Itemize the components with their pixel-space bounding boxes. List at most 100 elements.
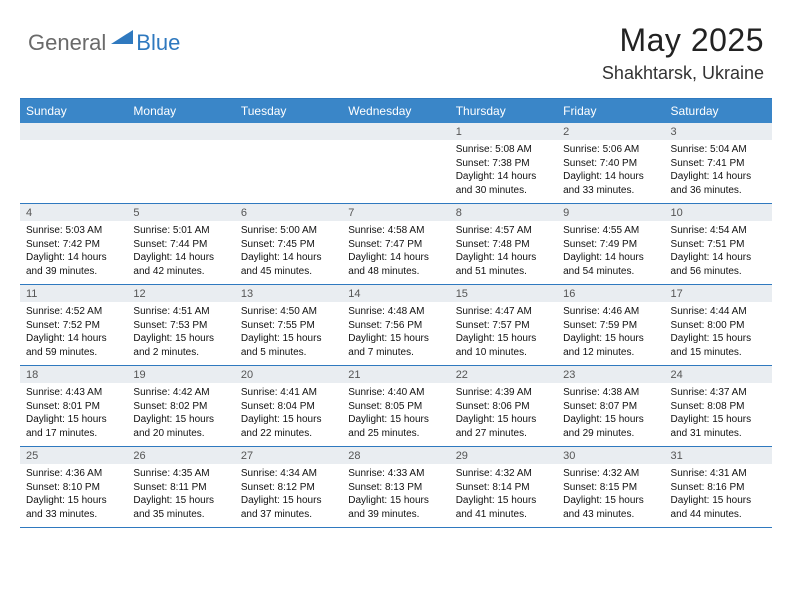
calendar-cell: 9Sunrise: 4:55 AMSunset: 7:49 PMDaylight… [557, 204, 664, 284]
calendar-week: 1Sunrise: 5:08 AMSunset: 7:38 PMDaylight… [20, 123, 772, 204]
calendar-cell: 14Sunrise: 4:48 AMSunset: 7:56 PMDayligh… [342, 285, 449, 365]
day-number: 31 [665, 447, 772, 464]
day-number: 9 [557, 204, 664, 221]
sunrise-text: Sunrise: 4:32 AM [563, 467, 658, 481]
sunset-text: Sunset: 8:00 PM [671, 319, 766, 333]
day-number: 18 [20, 366, 127, 383]
daylight-text: Daylight: 14 hours and 51 minutes. [456, 251, 551, 278]
sunrise-text: Sunrise: 4:47 AM [456, 305, 551, 319]
sunset-text: Sunset: 8:01 PM [26, 400, 121, 414]
sunset-text: Sunset: 8:08 PM [671, 400, 766, 414]
day-number: 24 [665, 366, 772, 383]
day-body: Sunrise: 4:43 AMSunset: 8:01 PMDaylight:… [20, 383, 127, 446]
day-header: Tuesday [235, 99, 342, 123]
calendar-cell: 24Sunrise: 4:37 AMSunset: 8:08 PMDayligh… [665, 366, 772, 446]
sunset-text: Sunset: 7:52 PM [26, 319, 121, 333]
sunset-text: Sunset: 7:41 PM [671, 157, 766, 171]
calendar-cell: 26Sunrise: 4:35 AMSunset: 8:11 PMDayligh… [127, 447, 234, 527]
calendar-cell: 21Sunrise: 4:40 AMSunset: 8:05 PMDayligh… [342, 366, 449, 446]
day-number: 23 [557, 366, 664, 383]
day-header: Friday [557, 99, 664, 123]
daylight-text: Daylight: 15 hours and 5 minutes. [241, 332, 336, 359]
day-body: Sunrise: 4:44 AMSunset: 8:00 PMDaylight:… [665, 302, 772, 365]
logo: General Blue [28, 22, 180, 57]
daylight-text: Daylight: 14 hours and 54 minutes. [563, 251, 658, 278]
day-number: 11 [20, 285, 127, 302]
sunset-text: Sunset: 7:49 PM [563, 238, 658, 252]
daylight-text: Daylight: 14 hours and 48 minutes. [348, 251, 443, 278]
day-header: Saturday [665, 99, 772, 123]
sunset-text: Sunset: 7:45 PM [241, 238, 336, 252]
calendar-cell: 19Sunrise: 4:42 AMSunset: 8:02 PMDayligh… [127, 366, 234, 446]
day-body [127, 140, 234, 198]
sunrise-text: Sunrise: 4:46 AM [563, 305, 658, 319]
day-number: 30 [557, 447, 664, 464]
day-header: Thursday [450, 99, 557, 123]
daylight-text: Daylight: 15 hours and 22 minutes. [241, 413, 336, 440]
page-title: May 2025 [602, 22, 764, 59]
calendar-cell [127, 123, 234, 203]
day-body: Sunrise: 4:35 AMSunset: 8:11 PMDaylight:… [127, 464, 234, 527]
daylight-text: Daylight: 15 hours and 37 minutes. [241, 494, 336, 521]
day-number: 2 [557, 123, 664, 140]
day-body [235, 140, 342, 198]
calendar-cell: 17Sunrise: 4:44 AMSunset: 8:00 PMDayligh… [665, 285, 772, 365]
sunrise-text: Sunrise: 4:42 AM [133, 386, 228, 400]
daylight-text: Daylight: 15 hours and 31 minutes. [671, 413, 766, 440]
calendar-week: 11Sunrise: 4:52 AMSunset: 7:52 PMDayligh… [20, 285, 772, 366]
sunset-text: Sunset: 7:51 PM [671, 238, 766, 252]
daylight-text: Daylight: 15 hours and 25 minutes. [348, 413, 443, 440]
day-number: 29 [450, 447, 557, 464]
daylight-text: Daylight: 15 hours and 20 minutes. [133, 413, 228, 440]
calendar-week: 18Sunrise: 4:43 AMSunset: 8:01 PMDayligh… [20, 366, 772, 447]
sunrise-text: Sunrise: 4:35 AM [133, 467, 228, 481]
day-body: Sunrise: 4:42 AMSunset: 8:02 PMDaylight:… [127, 383, 234, 446]
calendar-cell [235, 123, 342, 203]
sunset-text: Sunset: 7:40 PM [563, 157, 658, 171]
calendar-cell: 4Sunrise: 5:03 AMSunset: 7:42 PMDaylight… [20, 204, 127, 284]
day-number: 10 [665, 204, 772, 221]
sunset-text: Sunset: 8:04 PM [241, 400, 336, 414]
page-subtitle: Shakhtarsk, Ukraine [602, 63, 764, 84]
sunrise-text: Sunrise: 4:31 AM [671, 467, 766, 481]
daylight-text: Daylight: 15 hours and 44 minutes. [671, 494, 766, 521]
day-body: Sunrise: 4:47 AMSunset: 7:57 PMDaylight:… [450, 302, 557, 365]
day-number: 5 [127, 204, 234, 221]
sunrise-text: Sunrise: 4:51 AM [133, 305, 228, 319]
calendar-week: 25Sunrise: 4:36 AMSunset: 8:10 PMDayligh… [20, 447, 772, 528]
day-body: Sunrise: 5:00 AMSunset: 7:45 PMDaylight:… [235, 221, 342, 284]
daylight-text: Daylight: 14 hours and 36 minutes. [671, 170, 766, 197]
calendar-cell: 29Sunrise: 4:32 AMSunset: 8:14 PMDayligh… [450, 447, 557, 527]
daylight-text: Daylight: 14 hours and 33 minutes. [563, 170, 658, 197]
daylight-text: Daylight: 15 hours and 43 minutes. [563, 494, 658, 521]
daylight-text: Daylight: 14 hours and 45 minutes. [241, 251, 336, 278]
day-number: 3 [665, 123, 772, 140]
day-body: Sunrise: 4:36 AMSunset: 8:10 PMDaylight:… [20, 464, 127, 527]
day-body: Sunrise: 5:04 AMSunset: 7:41 PMDaylight:… [665, 140, 772, 203]
sunrise-text: Sunrise: 4:50 AM [241, 305, 336, 319]
calendar-cell: 22Sunrise: 4:39 AMSunset: 8:06 PMDayligh… [450, 366, 557, 446]
calendar-cell: 3Sunrise: 5:04 AMSunset: 7:41 PMDaylight… [665, 123, 772, 203]
sunrise-text: Sunrise: 4:40 AM [348, 386, 443, 400]
sunset-text: Sunset: 8:02 PM [133, 400, 228, 414]
day-body: Sunrise: 4:32 AMSunset: 8:14 PMDaylight:… [450, 464, 557, 527]
calendar-cell: 30Sunrise: 4:32 AMSunset: 8:15 PMDayligh… [557, 447, 664, 527]
day-body: Sunrise: 5:03 AMSunset: 7:42 PMDaylight:… [20, 221, 127, 284]
daylight-text: Daylight: 14 hours and 39 minutes. [26, 251, 121, 278]
day-number: 20 [235, 366, 342, 383]
daylight-text: Daylight: 14 hours and 30 minutes. [456, 170, 551, 197]
daylight-text: Daylight: 15 hours and 27 minutes. [456, 413, 551, 440]
daylight-text: Daylight: 14 hours and 59 minutes. [26, 332, 121, 359]
logo-triangle-icon [111, 28, 133, 49]
calendar-cell: 25Sunrise: 4:36 AMSunset: 8:10 PMDayligh… [20, 447, 127, 527]
logo-text-general: General [28, 30, 106, 56]
sunrise-text: Sunrise: 4:52 AM [26, 305, 121, 319]
day-number: 4 [20, 204, 127, 221]
day-number: 15 [450, 285, 557, 302]
day-body: Sunrise: 4:41 AMSunset: 8:04 PMDaylight:… [235, 383, 342, 446]
calendar-cell: 11 Sunrise: 4:52 AMSunset: 7:52 PMDayligh… [20, 285, 127, 365]
day-body [342, 140, 449, 198]
page-header: General Blue May 2025 Shakhtarsk, Ukrain… [0, 0, 792, 92]
day-header: Sunday [20, 99, 127, 123]
daylight-text: Daylight: 15 hours and 7 minutes. [348, 332, 443, 359]
